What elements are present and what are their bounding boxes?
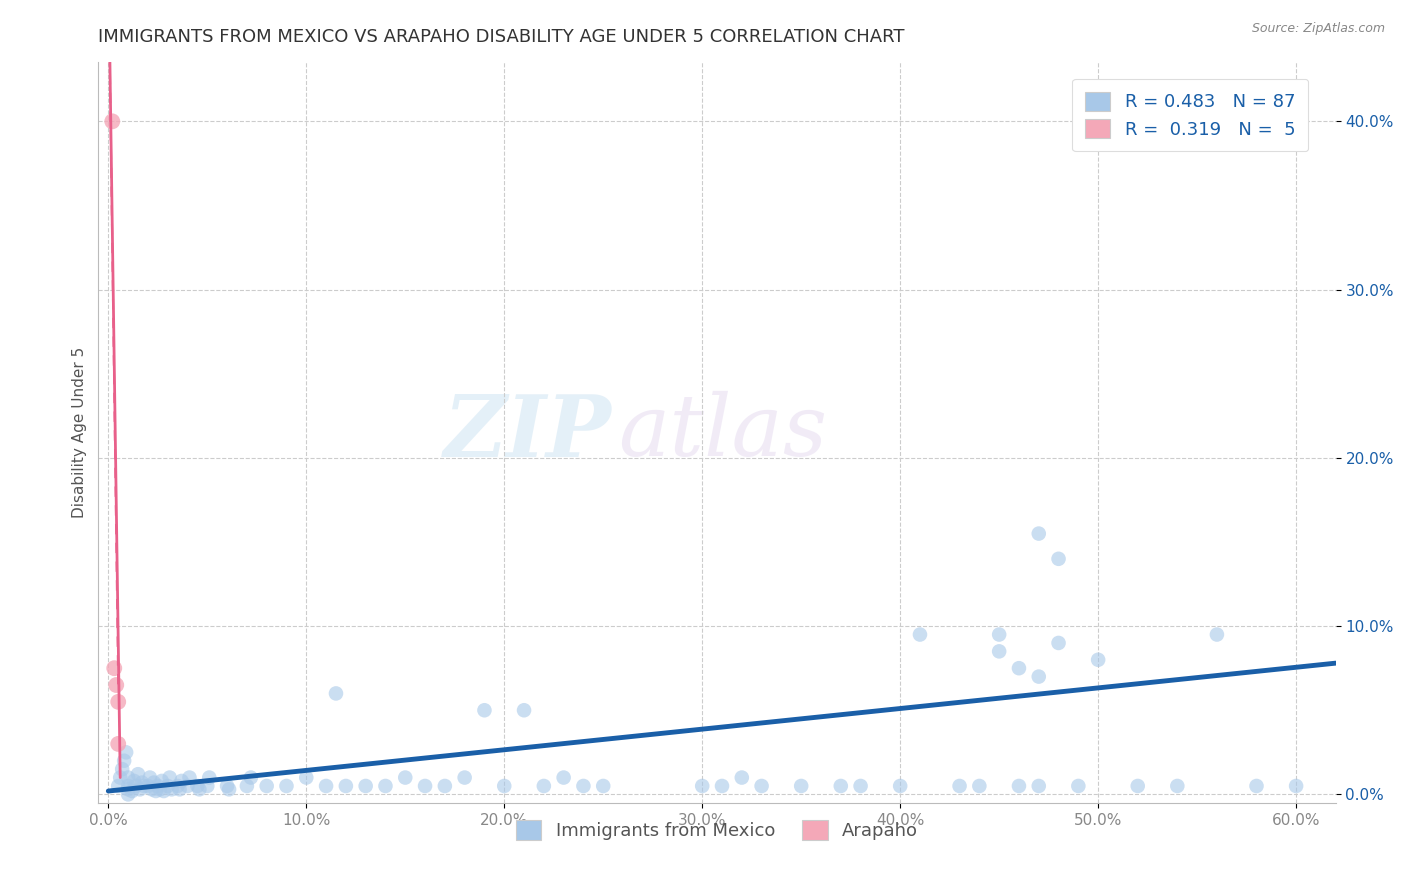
Point <box>453 771 475 785</box>
Point <box>127 767 149 781</box>
Point <box>256 779 278 793</box>
Point <box>159 771 181 785</box>
Point <box>988 644 1011 658</box>
Point <box>1285 779 1308 793</box>
Point <box>236 779 259 793</box>
Point <box>166 779 188 793</box>
Point <box>107 695 129 709</box>
Point <box>108 771 131 785</box>
Point <box>103 661 125 675</box>
Point <box>948 779 970 793</box>
Point <box>198 771 221 785</box>
Point <box>139 771 162 785</box>
Point <box>889 779 911 793</box>
Point <box>533 779 555 793</box>
Point <box>433 779 456 793</box>
Point <box>188 782 211 797</box>
Point <box>1008 779 1031 793</box>
Point <box>170 773 193 788</box>
Point <box>295 771 318 785</box>
Point <box>474 703 496 717</box>
Point <box>169 782 191 797</box>
Point <box>149 782 172 797</box>
Point <box>107 737 129 751</box>
Point <box>731 771 754 785</box>
Point <box>325 686 347 700</box>
Point <box>117 788 139 802</box>
Point <box>145 784 167 798</box>
Point <box>1028 779 1050 793</box>
Point <box>186 779 208 793</box>
Point <box>335 779 357 793</box>
Point <box>121 784 143 798</box>
Point <box>107 779 129 793</box>
Point <box>413 779 436 793</box>
Point <box>1246 779 1268 793</box>
Point <box>218 782 240 797</box>
Point <box>129 782 152 797</box>
Point <box>1047 551 1070 566</box>
Point <box>111 762 134 776</box>
Point <box>1028 526 1050 541</box>
Point <box>276 779 298 793</box>
Point <box>690 779 713 793</box>
Point <box>132 779 155 793</box>
Legend: Immigrants from Mexico, Arapaho: Immigrants from Mexico, Arapaho <box>503 808 931 853</box>
Point <box>142 775 165 789</box>
Text: atlas: atlas <box>619 392 827 474</box>
Point <box>117 779 139 793</box>
Point <box>125 779 148 793</box>
Point <box>150 773 173 788</box>
Point <box>195 779 218 793</box>
Point <box>112 754 135 768</box>
Point <box>374 779 396 793</box>
Point <box>1087 653 1109 667</box>
Point <box>117 771 139 785</box>
Point <box>969 779 991 793</box>
Point <box>572 779 595 793</box>
Point <box>217 779 239 793</box>
Point <box>1047 636 1070 650</box>
Point <box>115 745 138 759</box>
Point <box>830 779 852 793</box>
Point <box>711 779 734 793</box>
Point <box>1028 670 1050 684</box>
Point <box>101 114 124 128</box>
Text: Source: ZipAtlas.com: Source: ZipAtlas.com <box>1251 22 1385 36</box>
Point <box>122 773 145 788</box>
Point <box>117 782 139 797</box>
Point <box>849 779 872 793</box>
Point <box>160 782 183 797</box>
Point <box>553 771 575 785</box>
Point <box>1008 661 1031 675</box>
Point <box>156 779 179 793</box>
Text: IMMIGRANTS FROM MEXICO VS ARAPAHO DISABILITY AGE UNDER 5 CORRELATION CHART: IMMIGRANTS FROM MEXICO VS ARAPAHO DISABI… <box>98 28 905 45</box>
Point <box>790 779 813 793</box>
Point <box>494 779 516 793</box>
Point <box>1126 779 1149 793</box>
Point <box>1166 779 1188 793</box>
Point <box>136 779 159 793</box>
Point <box>105 678 128 692</box>
Point <box>988 627 1011 641</box>
Point <box>152 784 174 798</box>
Point <box>908 627 931 641</box>
Text: ZIP: ZIP <box>444 391 612 475</box>
Point <box>131 775 153 789</box>
Point <box>592 779 614 793</box>
Point <box>1067 779 1090 793</box>
Point <box>146 779 169 793</box>
Point <box>315 779 337 793</box>
Point <box>751 779 773 793</box>
Point <box>394 771 416 785</box>
Point <box>513 703 536 717</box>
Point <box>354 779 377 793</box>
Point <box>239 771 262 785</box>
Point <box>176 779 198 793</box>
Point <box>1206 627 1229 641</box>
Point <box>141 782 163 797</box>
Y-axis label: Disability Age Under 5: Disability Age Under 5 <box>72 347 87 518</box>
Point <box>179 771 201 785</box>
